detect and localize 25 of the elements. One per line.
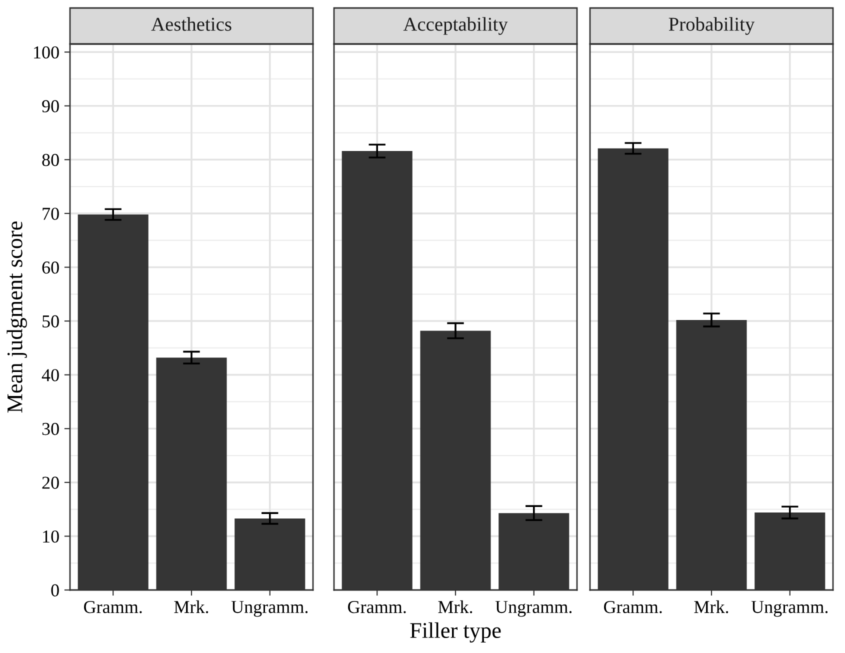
y-tick-label: 0	[51, 584, 59, 596]
y-tick-label: 30	[42, 422, 59, 436]
x-tick-label: Ungramm.	[231, 601, 308, 617]
x-tick-label: Gramm.	[348, 600, 406, 614]
y-tick-label: 40	[42, 369, 59, 382]
y-tick-label: 20	[42, 476, 59, 489]
y-tick-label: 50	[42, 315, 59, 328]
y-axis-title: Mean judgment score	[6, 222, 27, 413]
y-tick-label: 70	[42, 208, 59, 220]
y-tick-label: 90	[42, 100, 59, 112]
x-tick-label: Gramm.	[84, 600, 142, 614]
x-tick-label: Ungramm.	[495, 601, 572, 617]
y-tick-label: 10	[43, 530, 59, 543]
chart-title: Acceptability	[403, 17, 508, 35]
chart-title: Probability	[668, 17, 755, 35]
y-tick-label: 60	[42, 262, 59, 274]
x-tick-label: Mrk.	[174, 600, 208, 614]
y-tick-label: 100	[34, 46, 59, 59]
chart-title: Aesthetics	[151, 17, 232, 31]
x-tick-label: Mrk.	[438, 600, 472, 614]
x-tick-label: Gramm.	[604, 600, 662, 614]
x-tick-label: Mrk.	[694, 600, 728, 614]
x-tick-label: Ungramm.	[751, 601, 828, 617]
x-axis-title: Filler type	[410, 622, 501, 643]
y-tick-label: 80	[42, 154, 59, 166]
